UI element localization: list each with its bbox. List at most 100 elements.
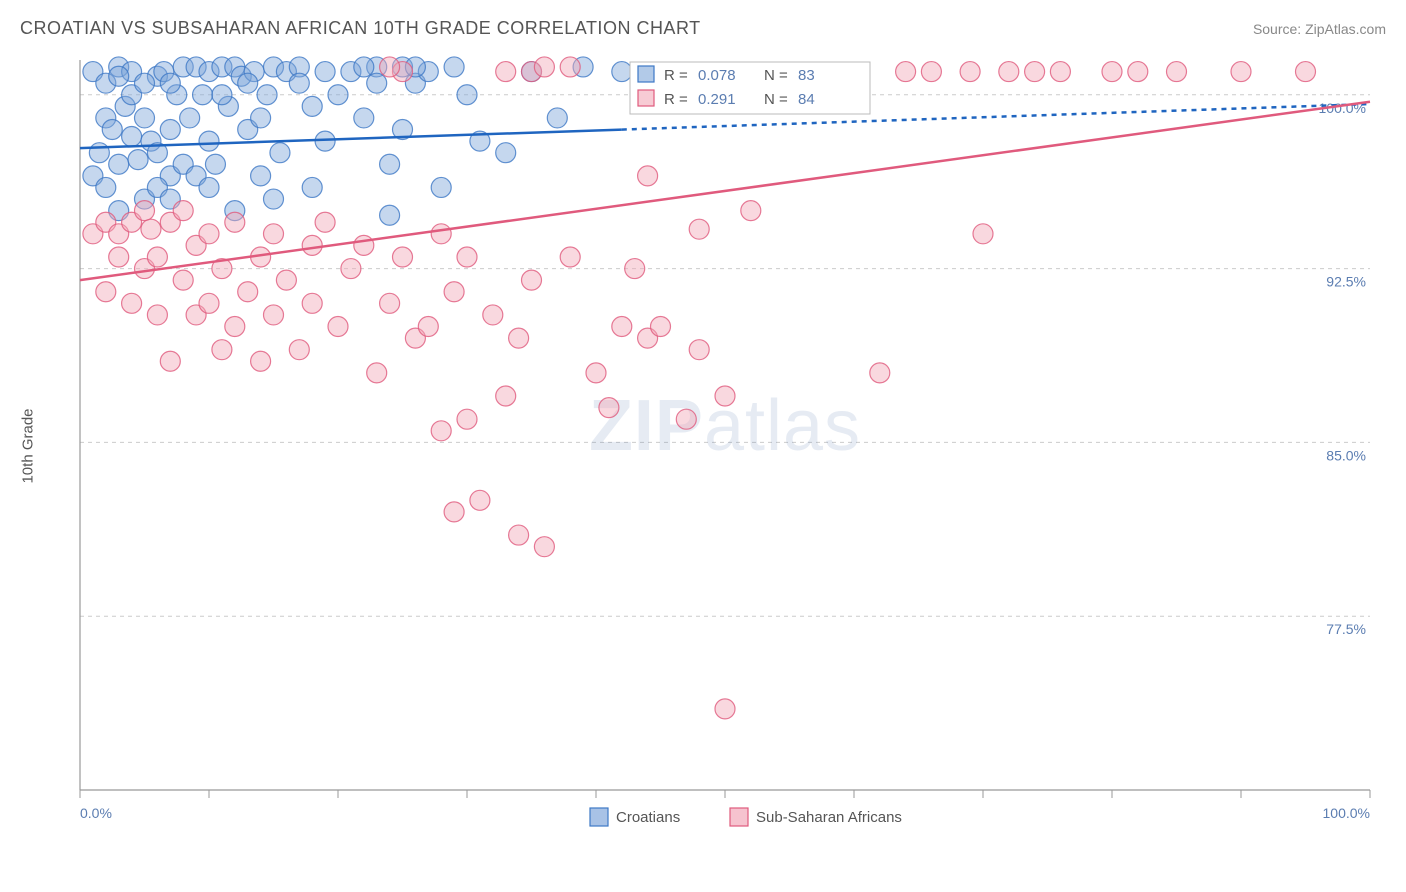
data-point (496, 143, 516, 163)
data-point (380, 57, 400, 77)
data-point (180, 108, 200, 128)
data-point (135, 201, 155, 221)
data-point (625, 259, 645, 279)
legend-label: Croatians (616, 809, 680, 826)
data-point (122, 126, 142, 146)
data-point (741, 201, 761, 221)
data-point (212, 85, 232, 105)
data-point (715, 386, 735, 406)
data-point (870, 363, 890, 383)
x-tick-label-left: 0.0% (80, 805, 112, 821)
data-point (328, 317, 348, 337)
data-point (135, 108, 155, 128)
data-point (354, 235, 374, 255)
y-axis-label: 10th Grade (20, 408, 37, 483)
data-point (315, 62, 335, 82)
data-point (276, 270, 296, 290)
data-point (715, 699, 735, 719)
data-point (560, 57, 580, 77)
data-point (147, 247, 167, 267)
data-point (380, 205, 400, 225)
data-point (638, 166, 658, 186)
data-point (367, 363, 387, 383)
data-point (109, 247, 129, 267)
data-point (302, 293, 322, 313)
data-point (999, 62, 1019, 82)
data-point (199, 293, 219, 313)
data-point (1128, 62, 1148, 82)
data-point (973, 224, 993, 244)
data-point (251, 108, 271, 128)
stats-r-value: 0.078 (698, 67, 736, 84)
chart-title: CROATIAN VS SUBSAHARAN AFRICAN 10TH GRAD… (20, 18, 701, 39)
legend-swatch (638, 66, 654, 82)
data-point (141, 219, 161, 239)
data-point (534, 537, 554, 557)
data-point (122, 293, 142, 313)
data-point (193, 85, 213, 105)
data-point (264, 224, 284, 244)
data-point (160, 351, 180, 371)
data-point (264, 189, 284, 209)
data-point (212, 340, 232, 360)
data-point (509, 525, 529, 545)
data-point (302, 96, 322, 116)
stats-n-value: 83 (798, 67, 815, 84)
data-point (457, 409, 477, 429)
data-point (1025, 62, 1045, 82)
data-point (612, 62, 632, 82)
data-point (135, 73, 155, 93)
data-point (264, 305, 284, 325)
legend-label: Sub-Saharan Africans (756, 809, 902, 826)
y-tick-label: 77.5% (1326, 621, 1366, 637)
data-point (599, 398, 619, 418)
data-point (128, 150, 148, 170)
legend-swatch (730, 808, 748, 826)
data-point (257, 85, 277, 105)
data-point (689, 219, 709, 239)
data-point (315, 212, 335, 232)
data-point (457, 85, 477, 105)
data-point (238, 73, 258, 93)
scatter-plot: 77.5%85.0%92.5%100.0%ZIPatlas0.0%100.0%R… (70, 50, 1380, 830)
stats-n-value: 84 (798, 91, 815, 108)
data-point (302, 235, 322, 255)
data-point (160, 120, 180, 140)
data-point (251, 351, 271, 371)
data-point (341, 259, 361, 279)
data-point (586, 363, 606, 383)
data-point (367, 73, 387, 93)
y-tick-label: 92.5% (1326, 274, 1366, 290)
data-point (102, 120, 122, 140)
data-point (522, 270, 542, 290)
stats-r-label: R = (664, 67, 688, 84)
data-point (160, 73, 180, 93)
data-point (238, 282, 258, 302)
data-point (354, 108, 374, 128)
data-point (380, 154, 400, 174)
data-point (289, 73, 309, 93)
data-point (534, 57, 554, 77)
data-point (1231, 62, 1251, 82)
data-point (109, 154, 129, 174)
data-point (1102, 62, 1122, 82)
data-point (1167, 62, 1187, 82)
data-point (109, 66, 129, 86)
data-point (199, 131, 219, 151)
data-point (147, 305, 167, 325)
data-point (651, 317, 671, 337)
data-point (270, 143, 290, 163)
data-point (509, 328, 529, 348)
data-point (89, 143, 109, 163)
data-point (302, 177, 322, 197)
data-point (431, 177, 451, 197)
data-point (444, 502, 464, 522)
data-point (354, 57, 374, 77)
data-point (199, 224, 219, 244)
data-point (547, 108, 567, 128)
data-point (444, 282, 464, 302)
stats-n-label: N = (764, 91, 788, 108)
data-point (444, 57, 464, 77)
data-point (431, 224, 451, 244)
stats-r-value: 0.291 (698, 91, 736, 108)
